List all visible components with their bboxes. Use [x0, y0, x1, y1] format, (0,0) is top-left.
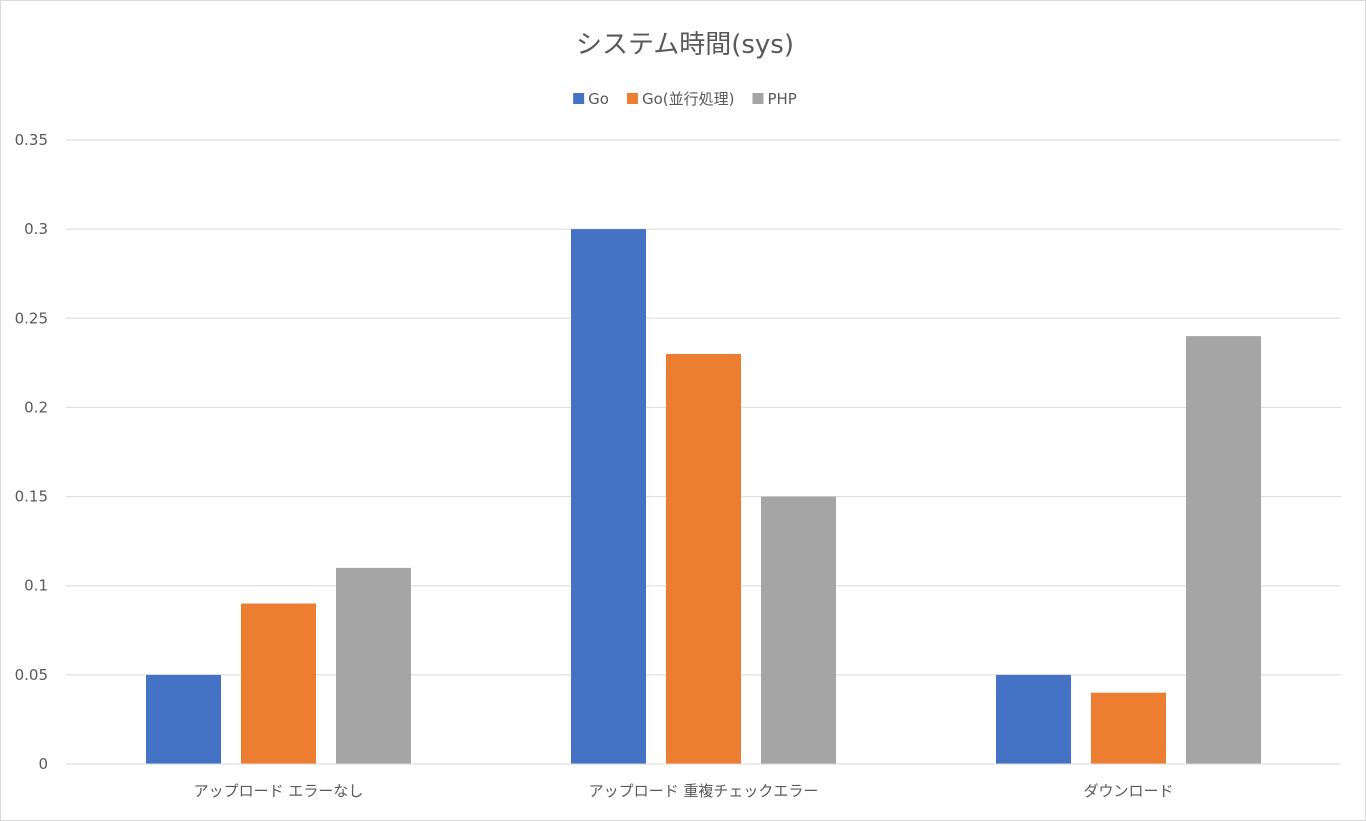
- x-axis: アップロード エラーなし アップロード 重複チェックエラー ダウンロード: [66, 763, 1341, 800]
- bar-2-3: [1091, 692, 1166, 764]
- bar-2-2: [666, 353, 741, 764]
- y-tick-label: 0.05: [15, 666, 48, 684]
- legend-label: Go(並行処理): [642, 90, 735, 108]
- chart-title: システム時間(sys): [576, 30, 794, 60]
- y-tick-label: 0.3: [24, 220, 48, 238]
- y-tick-label: 0.35: [15, 131, 48, 149]
- bar-3-3: [1186, 336, 1261, 764]
- y-tick-label: 0.1: [24, 577, 48, 595]
- bar-1-2: [571, 229, 646, 765]
- y-axis: 0 0.05 0.1 0.15 0.2 0.25 0.3 0.35: [15, 131, 48, 773]
- y-tick-label: 0: [38, 755, 48, 773]
- y-tick-label: 0.25: [15, 309, 48, 327]
- legend: Go Go(並行処理) PHP: [573, 90, 797, 108]
- legend-swatch: [626, 93, 638, 104]
- x-category-label: アップロード 重複チェックエラー: [589, 782, 819, 800]
- bar-3-2: [761, 496, 836, 764]
- legend-item: PHP: [752, 90, 797, 108]
- bar-1-3: [996, 674, 1071, 764]
- bar-3-1: [336, 567, 411, 764]
- bars: [146, 229, 1261, 765]
- legend-swatch: [573, 93, 585, 104]
- y-tick-label: 0.2: [24, 398, 48, 416]
- x-category-label: ダウンロード: [1083, 782, 1173, 800]
- legend-swatch: [752, 93, 764, 104]
- legend-item: Go: [573, 90, 609, 108]
- x-category-label: アップロード エラーなし: [194, 782, 364, 800]
- y-tick-label: 0.15: [15, 488, 48, 506]
- legend-label: Go: [588, 90, 609, 108]
- bar-2-1: [241, 603, 316, 764]
- bar-1-1: [146, 674, 221, 764]
- legend-item: Go(並行処理): [626, 90, 735, 108]
- legend-label: PHP: [767, 90, 796, 108]
